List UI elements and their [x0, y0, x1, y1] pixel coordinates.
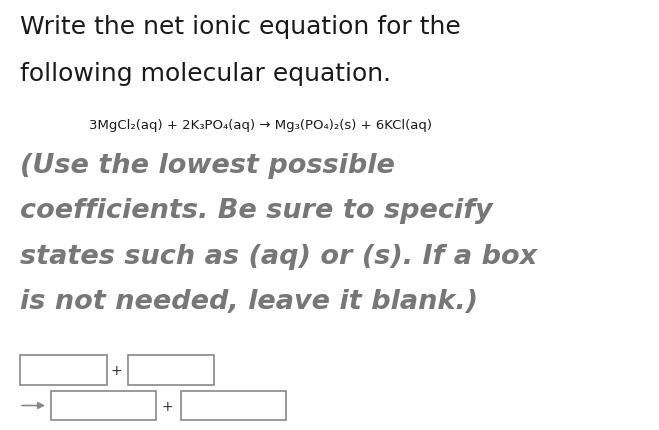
Text: following molecular equation.: following molecular equation.: [20, 62, 391, 86]
Bar: [128, 355, 214, 385]
Text: is not needed, leave it blank.): is not needed, leave it blank.): [20, 289, 478, 314]
Text: 3MgCl₂(aq) + 2K₃PO₄(aq) → Mg₃(PO₄)₂(s) + 6KCl(aq): 3MgCl₂(aq) + 2K₃PO₄(aq) → Mg₃(PO₄)₂(s) +…: [89, 119, 432, 132]
Text: states such as (aq) or (s). If a box: states such as (aq) or (s). If a box: [20, 243, 537, 269]
Bar: [20, 355, 107, 385]
Bar: [51, 391, 156, 421]
Text: +: +: [110, 363, 122, 377]
Bar: [181, 391, 286, 421]
Text: (Use the lowest possible: (Use the lowest possible: [20, 153, 395, 178]
Text: +: +: [161, 399, 173, 412]
Text: Write the net ionic equation for the: Write the net ionic equation for the: [20, 15, 461, 39]
Text: coefficients. Be sure to specify: coefficients. Be sure to specify: [20, 198, 493, 224]
